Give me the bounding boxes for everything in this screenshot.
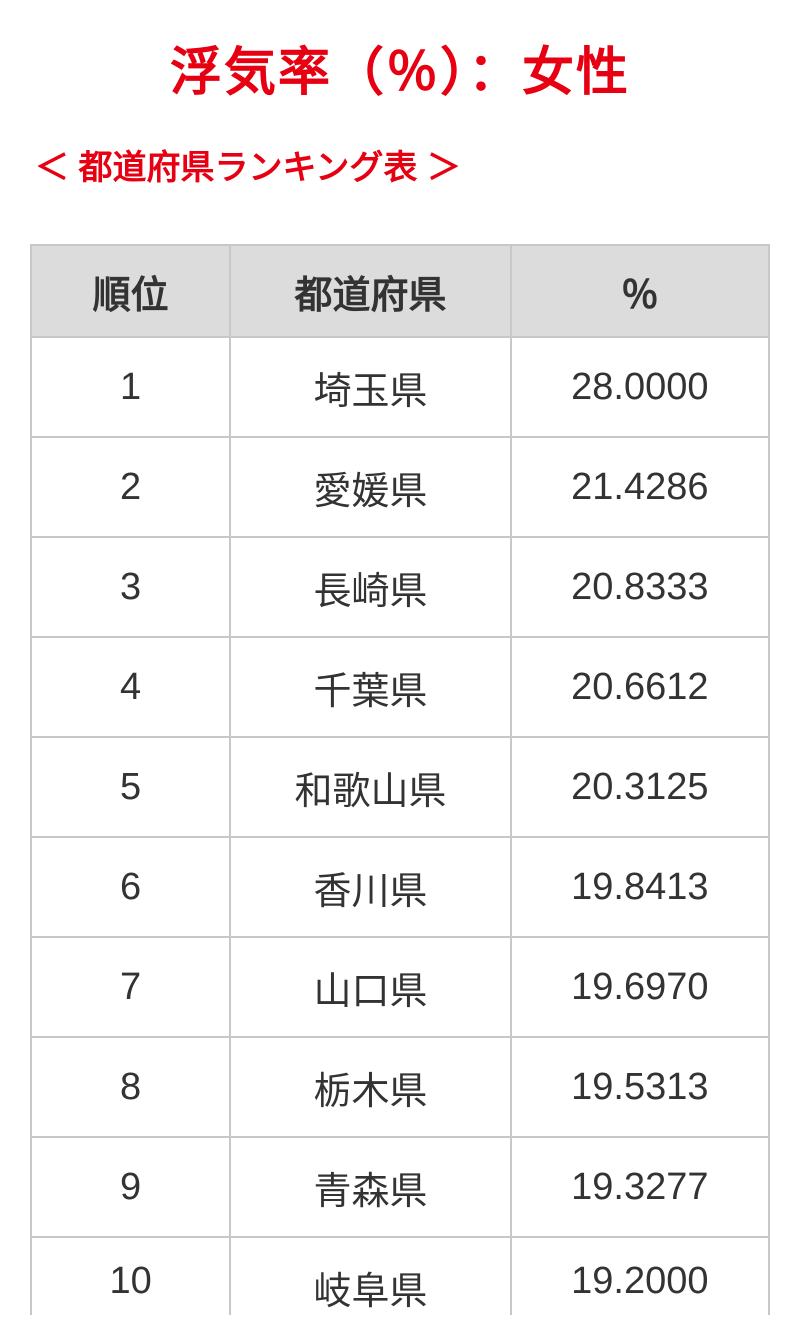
cell-prefecture: 愛媛県 (230, 437, 510, 537)
ranking-subtitle: ＜ 都道府県ランキング表 ＞ (30, 140, 770, 189)
cell-percent: 20.6612 (511, 637, 769, 737)
cell-rank: 2 (31, 437, 230, 537)
page-title: 浮気率（％）：女性 (30, 30, 770, 105)
table-row: 6 香川県 19.8413 (31, 837, 769, 937)
cell-rank: 10 (31, 1237, 230, 1315)
cell-prefecture: 千葉県 (230, 637, 510, 737)
table-header-row: 順位 都道府県 ％ (31, 245, 769, 337)
cell-rank: 8 (31, 1037, 230, 1137)
col-header-prefecture: 都道府県 (230, 245, 510, 337)
col-header-percent: ％ (511, 245, 769, 337)
cell-percent: 19.6970 (511, 937, 769, 1037)
cell-percent: 20.8333 (511, 537, 769, 637)
table-row: 3 長崎県 20.8333 (31, 537, 769, 637)
cell-rank: 1 (31, 337, 230, 437)
cell-rank: 3 (31, 537, 230, 637)
table-row: 7 山口県 19.6970 (31, 937, 769, 1037)
cell-prefecture: 岐阜県 (230, 1237, 510, 1315)
cell-prefecture: 和歌山県 (230, 737, 510, 837)
cell-prefecture: 香川県 (230, 837, 510, 937)
table-row: 1 埼玉県 28.0000 (31, 337, 769, 437)
cell-rank: 6 (31, 837, 230, 937)
cell-percent: 19.5313 (511, 1037, 769, 1137)
cell-prefecture: 埼玉県 (230, 337, 510, 437)
table-row: 4 千葉県 20.6612 (31, 637, 769, 737)
cell-rank: 5 (31, 737, 230, 837)
cell-percent: 19.8413 (511, 837, 769, 937)
cell-percent: 21.4286 (511, 437, 769, 537)
cell-rank: 4 (31, 637, 230, 737)
table-row: 10 岐阜県 19.2000 (31, 1237, 769, 1315)
table-row: 2 愛媛県 21.4286 (31, 437, 769, 537)
cell-percent: 28.0000 (511, 337, 769, 437)
cell-rank: 9 (31, 1137, 230, 1237)
cell-prefecture: 栃木県 (230, 1037, 510, 1137)
cell-rank: 7 (31, 937, 230, 1037)
table-row: 8 栃木県 19.5313 (31, 1037, 769, 1137)
cell-prefecture: 青森県 (230, 1137, 510, 1237)
table-row: 5 和歌山県 20.3125 (31, 737, 769, 837)
cell-percent: 19.3277 (511, 1137, 769, 1237)
table-row: 9 青森県 19.3277 (31, 1137, 769, 1237)
cell-percent: 20.3125 (511, 737, 769, 837)
cell-prefecture: 長崎県 (230, 537, 510, 637)
ranking-table: 順位 都道府県 ％ 1 埼玉県 28.0000 2 愛媛県 21.4286 3 … (30, 244, 770, 1315)
col-header-rank: 順位 (31, 245, 230, 337)
cell-prefecture: 山口県 (230, 937, 510, 1037)
cell-percent: 19.2000 (511, 1237, 769, 1315)
